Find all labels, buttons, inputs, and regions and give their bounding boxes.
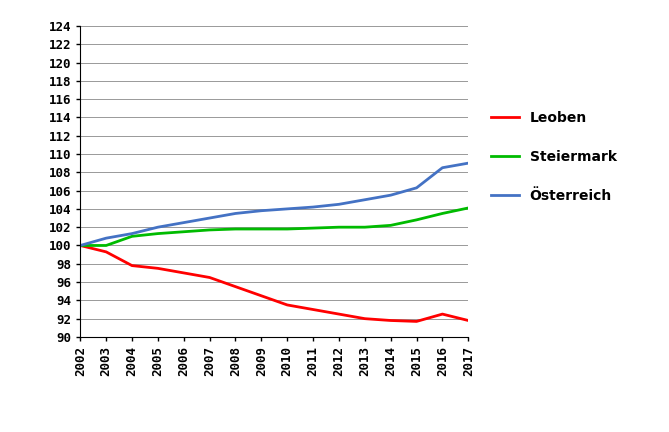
- Steiermark: [258, 226, 266, 232]
- Line: Steiermark: Steiermark: [80, 208, 468, 245]
- Österreich: [102, 235, 110, 241]
- Steiermark: [76, 243, 84, 248]
- Leoben: [283, 302, 291, 308]
- Leoben: [205, 275, 213, 280]
- Österreich: [231, 211, 240, 216]
- Leoben: [413, 319, 421, 324]
- Leoben: [154, 266, 162, 271]
- Leoben: [258, 293, 266, 299]
- Steiermark: [464, 205, 472, 210]
- Line: Österreich: Österreich: [80, 163, 468, 245]
- Österreich: [76, 243, 84, 248]
- Steiermark: [102, 243, 110, 248]
- Steiermark: [361, 225, 369, 230]
- Leoben: [335, 311, 343, 317]
- Österreich: [335, 202, 343, 207]
- Leoben: [76, 243, 84, 248]
- Österreich: [413, 185, 421, 191]
- Österreich: [309, 204, 317, 210]
- Leoben: [231, 284, 240, 289]
- Österreich: [438, 165, 446, 170]
- Steiermark: [180, 229, 188, 234]
- Österreich: [361, 197, 369, 202]
- Steiermark: [387, 223, 395, 228]
- Steiermark: [309, 226, 317, 231]
- Leoben: [387, 318, 395, 323]
- Leoben: [464, 318, 472, 323]
- Leoben: [128, 263, 136, 268]
- Steiermark: [335, 225, 343, 230]
- Österreich: [128, 231, 136, 236]
- Österreich: [258, 208, 266, 213]
- Österreich: [387, 193, 395, 198]
- Steiermark: [283, 226, 291, 232]
- Line: Leoben: Leoben: [80, 245, 468, 321]
- Leoben: [438, 311, 446, 317]
- Steiermark: [231, 226, 240, 232]
- Leoben: [180, 270, 188, 276]
- Österreich: [180, 220, 188, 225]
- Steiermark: [128, 234, 136, 239]
- Leoben: [361, 316, 369, 321]
- Österreich: [464, 161, 472, 166]
- Österreich: [283, 206, 291, 212]
- Legend: Leoben, Steiermark, Österreich: Leoben, Steiermark, Österreich: [491, 111, 617, 203]
- Österreich: [205, 216, 213, 221]
- Österreich: [154, 225, 162, 230]
- Steiermark: [438, 211, 446, 216]
- Steiermark: [413, 217, 421, 222]
- Steiermark: [154, 231, 162, 236]
- Steiermark: [205, 227, 213, 232]
- Leoben: [102, 249, 110, 254]
- Leoben: [309, 307, 317, 312]
